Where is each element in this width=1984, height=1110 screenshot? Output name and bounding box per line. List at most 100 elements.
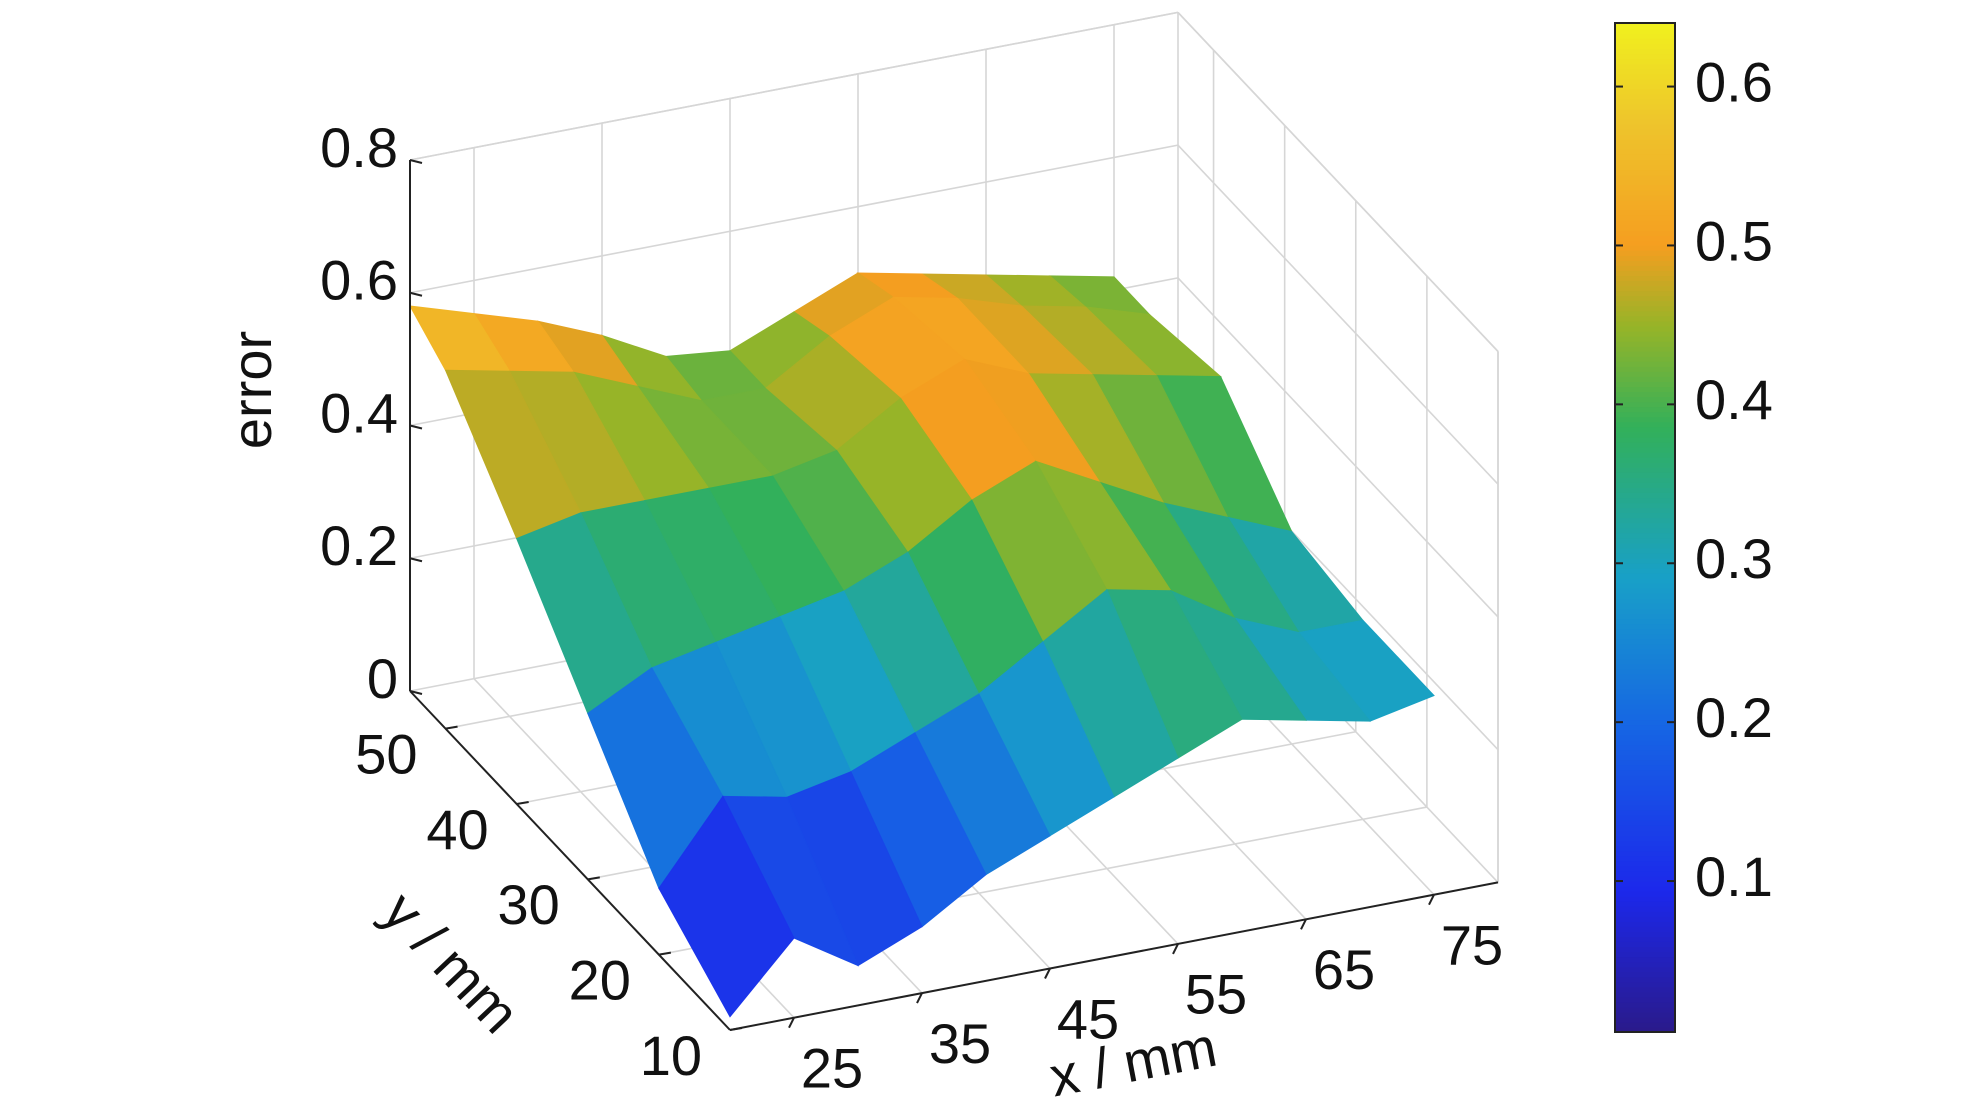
colorbar-band [1615,386,1675,393]
colorbar-band [1615,557,1675,564]
colorbar-band [1615,810,1675,816]
colorbar-band [1615,830,1675,837]
colorbar-band [1615,613,1675,620]
colorbar-band [1615,78,1675,85]
colorbar-band [1615,265,1675,272]
colorbar-band [1615,421,1675,428]
colorbar-band [1615,789,1675,796]
colorbar-band [1615,577,1675,584]
x-tick [1172,943,1179,955]
colorbar-band [1615,820,1675,826]
z-axis-label: error [220,331,283,449]
colorbar-band [1615,603,1675,610]
colorbar-band [1615,300,1675,307]
colorbar-band [1615,784,1675,791]
y-tick [587,876,600,881]
z-tick [409,159,423,164]
colorbar-band [1615,179,1675,186]
colorbar-band [1615,804,1675,811]
colorbar-tick-label: 0.5 [1695,209,1773,272]
colorbar-band [1615,754,1675,761]
colorbar-band [1615,416,1675,423]
colorbar-band [1615,335,1675,342]
colorbar-band [1615,951,1675,958]
colorbar-band [1615,769,1675,776]
colorbar-band [1615,189,1675,196]
colorbar-band [1615,946,1675,953]
colorbar-band [1615,991,1675,998]
colorbar-band [1615,875,1675,882]
colorbar-band [1615,144,1675,150]
colorbar-band [1615,330,1675,337]
colorbar-band [1615,361,1675,367]
colorbar-band [1615,971,1675,978]
colorbar-band [1615,340,1675,347]
colorbar: 0.1 0.2 0.3 0.4 0.5 0.6 [1614,22,1773,1033]
z-tick-label: 0.8 [320,116,398,179]
colorbar-band [1615,663,1675,670]
colorbar-band [1615,709,1675,715]
colorbar-band [1615,986,1675,993]
x-tick-label: 45 [1057,987,1119,1050]
colorbar-band [1615,1021,1675,1028]
colorbar-band [1615,88,1675,95]
colorbar-band [1615,219,1675,226]
colorbar-band [1615,93,1675,100]
colorbar-band [1615,255,1675,261]
colorbar-band [1615,744,1675,751]
colorbar-band [1615,779,1675,786]
colorbar-band [1615,547,1675,554]
colorbar-tick-label: 0.2 [1695,686,1773,749]
colorbar-band [1615,426,1675,433]
colorbar-band [1615,638,1675,645]
z-tick-label: 0.6 [320,249,398,312]
x-tick-label: 75 [1441,913,1503,976]
colorbar-band [1615,355,1675,362]
colorbar-band [1615,446,1675,453]
colorbar-band [1615,593,1675,599]
colorbar-band [1615,1011,1675,1018]
colorbar-band [1615,815,1675,821]
colorbar-band [1615,976,1675,983]
colorbar-band [1615,835,1675,842]
colorbar-band [1615,477,1675,483]
x-tick-label: 25 [801,1036,863,1099]
colorbar-band [1615,880,1675,887]
x-tick-label: 35 [929,1012,991,1075]
colorbar-band [1615,113,1675,120]
colorbar-band [1615,794,1675,801]
colorbar-band [1615,482,1675,488]
colorbar-band [1615,1016,1675,1023]
colorbar-tick-label: 0.6 [1695,50,1773,113]
colorbar-band [1615,542,1675,549]
colorbar-band [1615,683,1675,690]
x-tick [1428,894,1435,906]
colorbar-band [1615,688,1675,695]
colorbar-band [1615,749,1675,756]
colorbar-band [1615,900,1675,907]
colorbar-band [1615,204,1675,211]
colorbar-band [1615,890,1675,897]
colorbar-band [1615,643,1675,650]
colorbar-band [1615,149,1675,155]
colorbar-band [1615,43,1675,50]
colorbar-band [1615,582,1675,589]
colorbar-band [1615,729,1675,736]
colorbar-band [1615,451,1675,458]
colorbar-band [1615,466,1675,473]
y-tick [658,951,672,956]
colorbar-band [1615,764,1675,771]
colorbar-tick-label: 0.4 [1695,368,1773,431]
colorbar-band [1615,270,1675,277]
colorbar-tick-label: 0.3 [1695,527,1773,590]
colorbar-band [1615,921,1675,927]
colorbar-band [1615,320,1675,327]
colorbar-band [1615,931,1675,937]
colorbar-band [1615,926,1675,932]
colorbar-band [1615,214,1675,221]
colorbar-band [1615,260,1675,266]
y-tick [445,725,458,730]
colorbar-band [1615,1001,1675,1008]
colorbar-band [1615,315,1675,322]
colorbar-band [1615,552,1675,559]
